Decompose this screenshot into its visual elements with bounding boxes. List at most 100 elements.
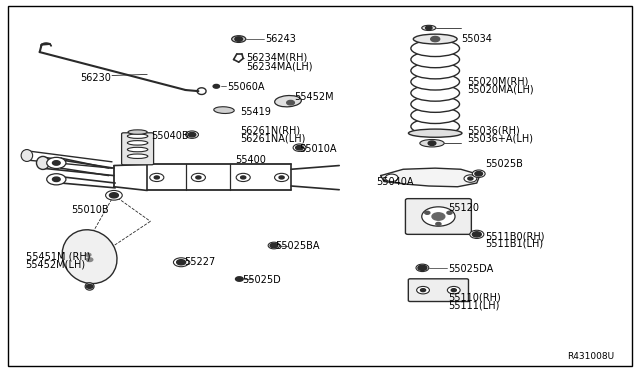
Circle shape xyxy=(86,258,93,262)
Ellipse shape xyxy=(85,283,94,290)
Circle shape xyxy=(464,175,477,182)
Ellipse shape xyxy=(422,25,436,31)
Text: 5511B0(RH): 5511B0(RH) xyxy=(485,231,545,241)
Text: 55111(LH): 55111(LH) xyxy=(448,300,499,310)
Circle shape xyxy=(188,132,196,137)
Circle shape xyxy=(470,230,484,238)
Circle shape xyxy=(279,176,284,179)
Circle shape xyxy=(426,26,432,30)
Circle shape xyxy=(52,161,60,165)
Circle shape xyxy=(86,285,93,288)
Text: 55419: 55419 xyxy=(240,107,271,116)
Ellipse shape xyxy=(214,107,234,113)
Circle shape xyxy=(86,253,91,256)
Ellipse shape xyxy=(408,129,462,137)
Ellipse shape xyxy=(411,62,460,79)
Circle shape xyxy=(417,286,429,294)
Circle shape xyxy=(418,265,427,270)
Ellipse shape xyxy=(128,130,147,134)
Text: 56230: 56230 xyxy=(80,73,111,83)
Text: 55227: 55227 xyxy=(184,257,216,267)
Circle shape xyxy=(472,232,481,237)
Ellipse shape xyxy=(411,107,460,124)
Ellipse shape xyxy=(411,74,460,90)
Text: 55451M (RH): 55451M (RH) xyxy=(26,252,90,262)
Text: 55036+A(LH): 55036+A(LH) xyxy=(467,134,533,143)
Ellipse shape xyxy=(411,51,460,68)
Ellipse shape xyxy=(420,140,444,147)
Ellipse shape xyxy=(411,40,460,57)
Circle shape xyxy=(431,36,440,42)
Circle shape xyxy=(420,289,426,292)
Text: 55020M(RH): 55020M(RH) xyxy=(467,77,529,87)
Text: 56234MA(LH): 56234MA(LH) xyxy=(246,61,313,71)
Circle shape xyxy=(47,174,66,185)
Circle shape xyxy=(196,176,201,179)
FancyBboxPatch shape xyxy=(408,279,468,301)
Circle shape xyxy=(177,260,186,265)
Text: 55010A: 55010A xyxy=(300,144,337,154)
Circle shape xyxy=(447,286,460,294)
Text: 55120: 55120 xyxy=(448,203,479,213)
Text: 55400: 55400 xyxy=(236,155,266,165)
Circle shape xyxy=(422,207,455,226)
Circle shape xyxy=(106,190,122,200)
Circle shape xyxy=(293,144,306,151)
Text: 56261NA(LH): 56261NA(LH) xyxy=(240,134,305,143)
Circle shape xyxy=(235,37,243,41)
Circle shape xyxy=(47,157,66,169)
Text: 55040A: 55040A xyxy=(376,177,414,187)
Circle shape xyxy=(213,84,220,88)
Text: 56234M(RH): 56234M(RH) xyxy=(246,53,308,62)
Ellipse shape xyxy=(21,150,33,161)
Circle shape xyxy=(416,264,429,272)
Circle shape xyxy=(150,173,164,182)
FancyBboxPatch shape xyxy=(122,133,154,165)
Text: R431008U: R431008U xyxy=(567,352,614,361)
Circle shape xyxy=(236,173,250,182)
Circle shape xyxy=(186,131,198,138)
Text: 55025B: 55025B xyxy=(485,159,523,169)
Ellipse shape xyxy=(62,230,117,283)
Circle shape xyxy=(173,258,189,267)
Circle shape xyxy=(428,141,436,145)
Circle shape xyxy=(432,213,445,220)
Text: 55025D: 55025D xyxy=(242,275,281,285)
Text: 55020MA(LH): 55020MA(LH) xyxy=(467,84,534,94)
Circle shape xyxy=(436,222,441,225)
Ellipse shape xyxy=(232,36,246,42)
Ellipse shape xyxy=(36,156,49,169)
Text: 55036(RH): 55036(RH) xyxy=(467,126,520,136)
Text: 55452M(LH): 55452M(LH) xyxy=(26,259,86,269)
Circle shape xyxy=(425,211,430,214)
Text: 56261N(RH): 56261N(RH) xyxy=(240,126,300,136)
Text: 55025DA: 55025DA xyxy=(448,264,493,273)
Text: 55110(RH): 55110(RH) xyxy=(448,293,500,302)
Circle shape xyxy=(191,173,205,182)
Circle shape xyxy=(475,171,483,176)
Text: 55010B: 55010B xyxy=(72,205,109,215)
Circle shape xyxy=(287,100,294,105)
Ellipse shape xyxy=(275,96,301,107)
Circle shape xyxy=(109,193,118,198)
Circle shape xyxy=(270,243,278,248)
Text: 5511B1(LH): 5511B1(LH) xyxy=(485,239,543,248)
Ellipse shape xyxy=(411,118,460,135)
Circle shape xyxy=(154,176,159,179)
Circle shape xyxy=(236,277,243,281)
Circle shape xyxy=(447,211,452,214)
Ellipse shape xyxy=(127,147,148,152)
Circle shape xyxy=(275,173,289,182)
Circle shape xyxy=(268,242,280,249)
Ellipse shape xyxy=(127,141,148,145)
Text: 55060A: 55060A xyxy=(227,83,265,92)
Circle shape xyxy=(468,177,473,180)
Circle shape xyxy=(52,177,60,182)
Ellipse shape xyxy=(411,85,460,101)
Circle shape xyxy=(385,174,398,182)
FancyBboxPatch shape xyxy=(406,199,471,234)
Text: 55040B: 55040B xyxy=(151,131,189,141)
Ellipse shape xyxy=(411,96,460,112)
Text: 55452M: 55452M xyxy=(294,92,334,102)
Circle shape xyxy=(451,289,456,292)
